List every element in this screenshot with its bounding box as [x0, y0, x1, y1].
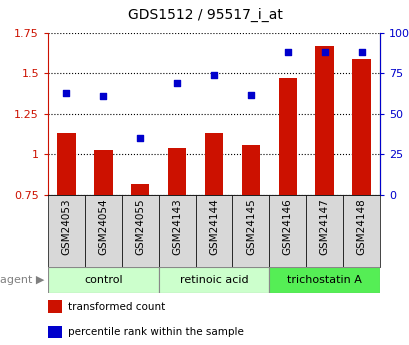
- Text: GSM24055: GSM24055: [135, 199, 145, 255]
- Bar: [269, 195, 306, 267]
- Text: transformed count: transformed count: [67, 302, 164, 312]
- Bar: [351, 59, 370, 195]
- Text: agent ▶: agent ▶: [0, 275, 44, 285]
- Bar: [269, 267, 379, 293]
- Bar: [167, 148, 186, 195]
- Bar: [48, 326, 62, 338]
- Bar: [195, 195, 232, 267]
- Bar: [232, 195, 269, 267]
- Point: [284, 50, 290, 55]
- Text: GSM24054: GSM24054: [98, 199, 108, 255]
- Text: trichostatin A: trichostatin A: [287, 275, 361, 285]
- Point: [63, 90, 70, 96]
- Text: GDS1512 / 95517_i_at: GDS1512 / 95517_i_at: [127, 8, 282, 22]
- Text: GSM24147: GSM24147: [319, 199, 329, 255]
- Bar: [121, 195, 158, 267]
- Bar: [48, 267, 158, 293]
- Bar: [85, 195, 121, 267]
- Text: percentile rank within the sample: percentile rank within the sample: [67, 327, 243, 337]
- Point: [321, 50, 327, 55]
- Bar: [315, 46, 333, 195]
- Text: retinoic acid: retinoic acid: [179, 275, 248, 285]
- Bar: [241, 145, 259, 195]
- Bar: [158, 195, 195, 267]
- Point: [100, 93, 106, 99]
- Point: [137, 136, 143, 141]
- Point: [357, 50, 364, 55]
- Text: GSM24143: GSM24143: [172, 199, 182, 255]
- Bar: [278, 78, 296, 195]
- Bar: [204, 134, 222, 195]
- Text: GSM24144: GSM24144: [209, 199, 218, 255]
- Text: GSM24053: GSM24053: [61, 199, 71, 255]
- Point: [210, 72, 217, 78]
- Point: [247, 92, 254, 97]
- Bar: [48, 195, 85, 267]
- Point: [173, 80, 180, 86]
- Text: GSM24145: GSM24145: [245, 199, 255, 255]
- Text: GSM24148: GSM24148: [356, 199, 366, 255]
- Text: control: control: [84, 275, 122, 285]
- Text: GSM24146: GSM24146: [282, 199, 292, 255]
- Bar: [306, 195, 342, 267]
- Bar: [48, 300, 62, 313]
- Bar: [131, 184, 149, 195]
- Bar: [57, 134, 76, 195]
- Bar: [342, 195, 379, 267]
- Bar: [94, 150, 112, 195]
- Bar: [158, 267, 269, 293]
